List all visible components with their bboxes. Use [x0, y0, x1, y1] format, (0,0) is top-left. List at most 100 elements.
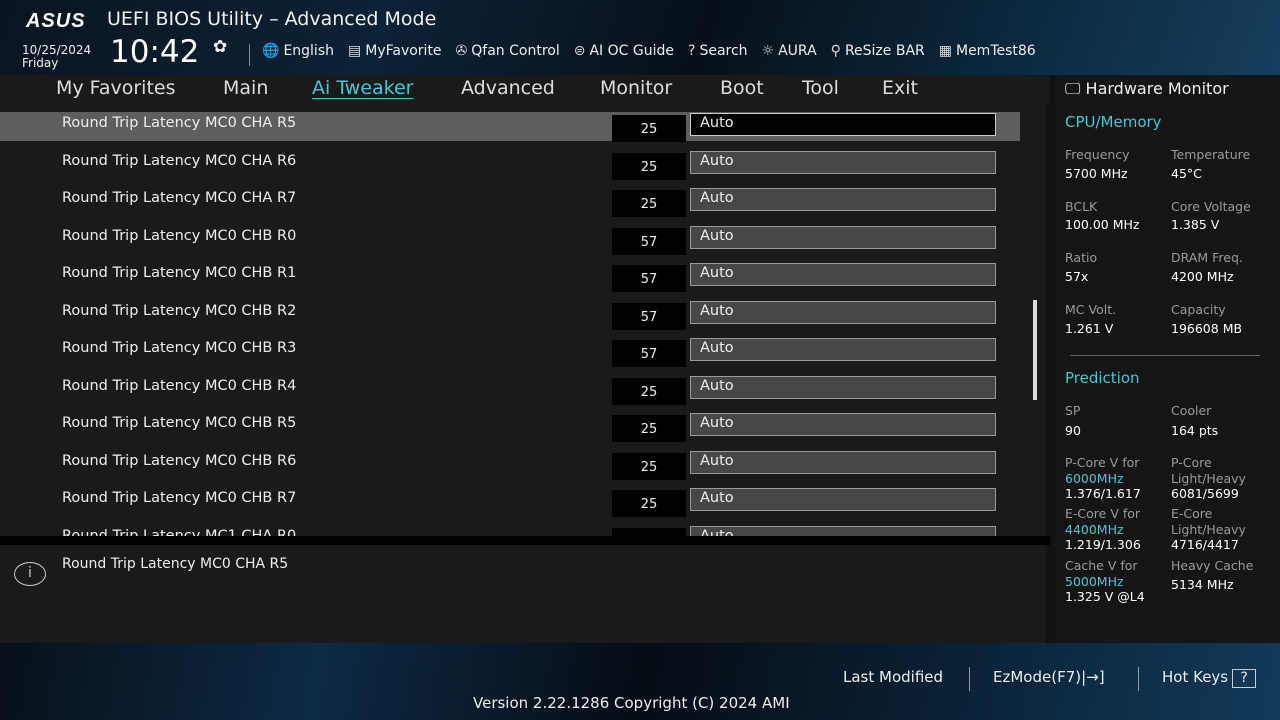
monitor-icon: 🖵 — [1065, 79, 1081, 98]
setting-label: Round Trip Latency MC0 CHA R5 — [62, 115, 297, 131]
tab-tool[interactable]: Tool — [802, 77, 839, 99]
setting-label: Round Trip Latency MC1 CHA R0 — [62, 527, 297, 537]
tool-label: AURA — [778, 43, 817, 59]
setting-label: Round Trip Latency MC0 CHB R0 — [62, 227, 297, 244]
scrollbar[interactable] — [1033, 300, 1037, 400]
help-panel — [0, 545, 1046, 643]
setting-row[interactable]: Round Trip Latency MC0 CHB R6 25 Auto — [0, 450, 1020, 480]
tool-memtest86[interactable]: ▦ MemTest86 — [939, 43, 1036, 59]
prediction-heading: Prediction — [1065, 369, 1140, 387]
tool-english[interactable]: 🌐 English — [262, 43, 334, 59]
ecore-lh-stat: E-Core Light/Heavy 4716/4417 — [1171, 506, 1246, 552]
current-value: 57 — [612, 265, 686, 292]
setting-input[interactable]: Auto — [690, 188, 996, 211]
setting-row[interactable]: Round Trip Latency MC0 CHB R7 25 Auto — [0, 487, 1020, 517]
tool-label: English — [283, 43, 334, 59]
tab-advanced[interactable]: Advanced — [461, 77, 555, 99]
divider — [249, 44, 250, 66]
header: ASUS UEFI BIOS Utility – Advanced Mode 1… — [0, 0, 1280, 75]
current-value: 25 — [612, 377, 686, 405]
cache-v-stat: Cache V for 5000MHz 1.325 V @L4 — [1065, 558, 1145, 604]
resize-bar-icon: ⚲ — [830, 43, 841, 59]
current-value: 57 — [612, 340, 686, 367]
hot-keys-button[interactable]: Hot Keys? — [1162, 668, 1257, 688]
help-text: Round Trip Latency MC0 CHA R5 — [62, 556, 289, 572]
current-value: 57 — [612, 302, 686, 330]
asus-logo: ASUS — [26, 10, 86, 32]
current-value: 25 — [612, 152, 686, 180]
tool-qfan-control[interactable]: ✇ Qfan Control — [456, 43, 560, 59]
cpu-memory-heading: CPU/Memory — [1065, 113, 1162, 131]
last-modified-button[interactable]: Last Modified — [843, 668, 944, 686]
tool-label: AI OC Guide — [589, 43, 674, 59]
setting-input[interactable]: Auto — [690, 113, 996, 136]
gear-icon[interactable]: ✿ — [213, 37, 228, 57]
divider — [969, 667, 970, 691]
version-text: Version 2.22.1286 Copyright (C) 2024 AMI — [473, 694, 790, 712]
setting-input[interactable]: Auto — [690, 338, 996, 361]
tool-search[interactable]: ? Search — [688, 43, 748, 59]
stat-frequency: Frequency 5700 MHz — [1065, 147, 1130, 181]
current-value: 25 — [612, 490, 686, 517]
cooler-stat: Cooler 164 pts — [1171, 403, 1219, 438]
settings-list: Round Trip Latency MC0 CHA R5 25 Auto Round… — [0, 103, 1046, 536]
setting-row[interactable]: Round Trip Latency MC0 CHB R1 57 Auto — [0, 262, 1020, 292]
stat-mc-volt: MC Volt. 1.261 V — [1065, 302, 1117, 336]
footer: Last Modified EzMode(F7)|→] Hot Keys? Ve… — [0, 643, 1280, 720]
tool-myfavorite[interactable]: ▤ MyFavorite — [348, 43, 442, 59]
current-value — [612, 527, 686, 536]
tool-label: MemTest86 — [955, 43, 1036, 59]
setting-row[interactable]: Round Trip Latency MC1 CHA R0 Auto — [0, 525, 1020, 537]
tool-label: Qfan Control — [471, 43, 560, 59]
setting-label: Round Trip Latency MC0 CHB R7 — [62, 490, 297, 506]
stat-dram-freq: DRAM Freq. 4200 MHz — [1171, 250, 1243, 284]
ezmode-button[interactable]: EzMode(F7)|→] — [993, 668, 1105, 686]
tab-monitor[interactable]: Monitor — [600, 77, 673, 99]
current-value: 25 — [612, 415, 686, 442]
setting-row[interactable]: Round Trip Latency MC0 CHB R3 57 Auto — [0, 337, 1020, 367]
tab-ai-tweaker[interactable]: Ai Tweaker — [312, 77, 414, 99]
current-value: 57 — [612, 227, 686, 255]
setting-row[interactable]: Round Trip Latency MC0 CHB R0 57 Auto — [0, 225, 1020, 255]
setting-input[interactable]: Auto — [690, 150, 996, 174]
memtest-icon: ▦ — [938, 43, 952, 59]
aura-icon: ☼ — [761, 43, 775, 59]
info-icon: i — [14, 562, 46, 586]
toolbar: 🌐 English ▤ MyFavorite ✇ Qfan Control ⊜ AI OC G… — [262, 43, 1036, 59]
tab-boot[interactable]: Boot — [720, 77, 764, 99]
pcore-v-stat: P-Core V for 6000MHz 1.376/1.617 — [1065, 455, 1141, 501]
stat-bclk: BCLK 100.00 MHz — [1065, 198, 1140, 233]
tool-aura[interactable]: ☼ AURA — [762, 43, 817, 59]
setting-input[interactable]: Auto — [690, 225, 996, 249]
main-tabs: My Favorites Main Ai Tweaker Advanced Monito… — [0, 75, 1050, 103]
tab-my-favorites[interactable]: My Favorites — [56, 77, 176, 99]
date: 10/25/2024 — [22, 43, 92, 57]
setting-label: Round Trip Latency MC0 CHA R7 — [62, 190, 297, 206]
tool-resize-bar[interactable]: ⚲ ReSize BAR — [831, 43, 925, 59]
tool-ai-oc-guide[interactable]: ⊜ AI OC Guide — [574, 43, 674, 59]
day: Friday — [22, 56, 59, 70]
setting-input[interactable]: Auto — [690, 413, 996, 436]
setting-row[interactable]: Round Trip Latency MC0 CHA R7 25 Auto — [0, 187, 1020, 217]
fan-icon: ✇ — [455, 43, 468, 59]
setting-input[interactable]: Auto — [690, 450, 996, 474]
setting-row[interactable]: Round Trip Latency MC0 CHB R5 25 Auto — [0, 412, 1020, 442]
setting-input[interactable]: Auto — [690, 263, 996, 286]
setting-input[interactable]: Auto — [690, 488, 996, 511]
tab-exit[interactable]: Exit — [882, 77, 918, 99]
hardware-monitor-label: Hardware Monitor — [1085, 79, 1229, 98]
ecore-v-stat: E-Core V for 4400MHz 1.219/1.306 — [1065, 506, 1141, 552]
setting-row[interactable]: Round Trip Latency MC0 CHA R6 25 Auto — [0, 150, 1020, 180]
tab-main[interactable]: Main — [223, 77, 269, 99]
setting-row[interactable]: Round Trip Latency MC0 CHB R2 57 Auto — [0, 300, 1020, 330]
heavy-cache-stat: Heavy Cache 5134 MHz — [1171, 558, 1254, 592]
current-value: 25 — [612, 452, 686, 480]
window-title: UEFI BIOS Utility – Advanced Mode — [107, 8, 437, 30]
setting-input[interactable]: Auto — [690, 300, 996, 324]
setting-label: Round Trip Latency MC0 CHA R6 — [62, 152, 297, 169]
setting-row[interactable]: Round Trip Latency MC0 CHB R4 25 Auto — [0, 375, 1020, 405]
setting-input[interactable]: Auto — [690, 375, 996, 399]
setting-input[interactable]: Auto — [690, 525, 996, 536]
setting-row[interactable]: Round Trip Latency MC0 CHA R5 25 Auto — [0, 112, 1020, 142]
divider — [0, 536, 1050, 545]
